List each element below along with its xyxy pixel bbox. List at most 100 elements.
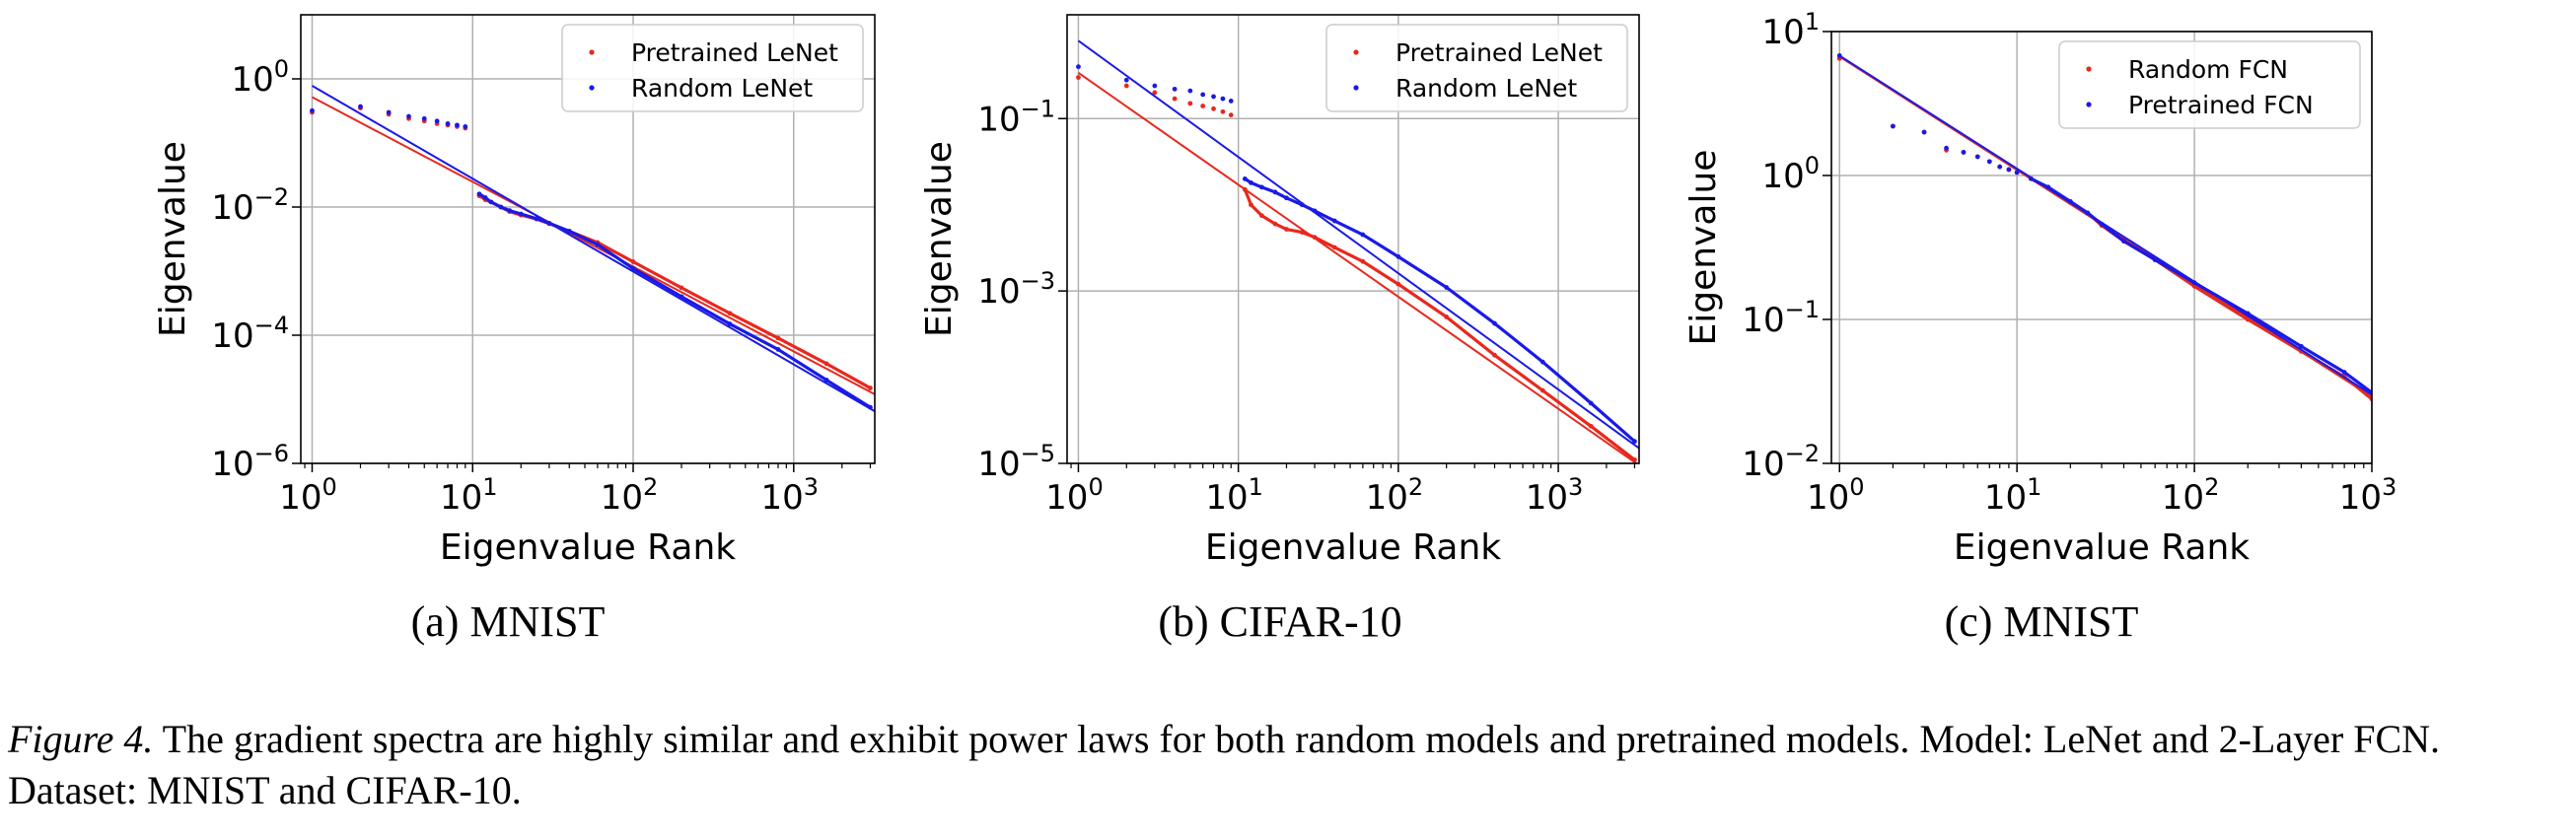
spectrum-curve-segment <box>1284 227 1304 235</box>
x-tick-label: 100 <box>1807 473 1865 518</box>
spectrum-curve-segment <box>1243 187 1253 207</box>
data-point <box>1172 86 1178 92</box>
y-axis-label: Eigenvalue <box>919 141 960 337</box>
spectrum-curve-segment <box>2246 317 2304 353</box>
legend-box <box>561 24 864 112</box>
legend: Random FCN Pretrained FCN <box>2058 40 2361 129</box>
spectrum-curve-segment <box>1445 315 1497 357</box>
y-axis-label: Eigenvalue <box>1683 150 1724 346</box>
data-point <box>1890 123 1896 129</box>
x-tick-label: 102 <box>601 473 659 518</box>
spectrum-curve-segment <box>2342 370 2372 394</box>
data-point <box>1152 83 1158 89</box>
spectrum-curve-segment <box>2246 312 2304 348</box>
x-tick-label: 103 <box>761 473 820 518</box>
spectrum-curve-segment <box>1249 203 1263 218</box>
spectrum-curve-segment <box>1259 214 1277 226</box>
x-tick-label: 102 <box>1366 473 1424 518</box>
power-law-fit-line <box>312 96 875 395</box>
spectrum-curve-segment <box>728 312 780 340</box>
spectrum-curve-segment <box>1273 190 1289 200</box>
chart-panel-3: 100 101 102 103 10−2 10−1 100 101 Eigenvalue Ran… <box>1683 8 2397 646</box>
x-tick-label: 103 <box>2339 473 2397 518</box>
legend-marker <box>589 85 595 91</box>
data-point <box>310 107 315 113</box>
legend-marker <box>2086 102 2092 107</box>
legend: Pretrained LeNet Random LeNet <box>561 24 864 112</box>
spectrum-curve-segment <box>1589 401 1637 444</box>
data-point <box>1944 145 1949 151</box>
spectrum-curve-segment <box>1396 254 1449 290</box>
spectrum-curve-segment <box>519 212 538 221</box>
spectrum-curve-segment <box>1249 180 1263 189</box>
x-tick-label: 102 <box>2162 473 2220 518</box>
spectrum-curve-segment <box>1313 209 1336 223</box>
spectrum-curve-segment <box>596 241 635 264</box>
spectrum-curve-segment <box>1396 282 1449 319</box>
x-tick-label: 100 <box>1045 473 1104 518</box>
data-point <box>1076 64 1081 70</box>
data-point <box>1921 129 1927 135</box>
spectrum-curve-segment <box>535 217 551 225</box>
spectrum-curve-segment <box>1492 353 1544 392</box>
data-point <box>1123 83 1129 89</box>
spectrum-curve-segment <box>824 362 873 390</box>
y-axis-label: Eigenvalue <box>153 141 193 337</box>
data-point <box>421 115 427 121</box>
spectrum-curve-segment <box>1300 203 1317 213</box>
y-tick-label: 100 <box>1761 152 1820 196</box>
data-point <box>358 104 363 109</box>
legend-entry: Pretrained FCN <box>2128 91 2314 119</box>
data-point <box>1152 90 1158 96</box>
data-point <box>1076 75 1081 80</box>
spectrum-curve-segment <box>508 209 523 216</box>
data-point <box>1200 104 1206 108</box>
data-point <box>406 113 411 119</box>
spectrum-curve-segment <box>1445 285 1497 325</box>
figure-caption-text: The gradient spectra are highly similar … <box>8 717 2441 812</box>
spectrum-curve-segment <box>547 221 571 234</box>
data-point <box>1220 96 1226 102</box>
data-point <box>1974 154 1980 160</box>
y-tick-label: 10−6 <box>211 440 289 484</box>
subfigure-caption: (a) MNIST <box>411 597 606 646</box>
legend-entry: Random FCN <box>2128 55 2288 84</box>
x-axis-label: Eigenvalue Rank <box>1954 527 2250 568</box>
spectrum-curve-segment <box>567 229 600 246</box>
power-law-fit-line <box>1077 71 1638 463</box>
spectrum-curve-segment <box>1361 259 1400 286</box>
data-point <box>1187 88 1193 94</box>
spectrum-curve-segment <box>1313 236 1336 249</box>
spectrum-curve-segment <box>2029 176 2050 189</box>
spectrum-curve-segment <box>2046 185 2072 203</box>
y-tick-label: 10−5 <box>977 440 1055 484</box>
y-tick-label: 10−4 <box>211 312 289 356</box>
legend-marker <box>1353 49 1359 55</box>
x-tick-label: 101 <box>440 473 498 518</box>
legend-marker <box>1353 85 1359 91</box>
minor-ticks <box>1070 463 1636 468</box>
x-axis-label: Eigenvalue Rank <box>1205 527 1501 568</box>
legend: Pretrained LeNet Random LeNet <box>1325 24 1628 112</box>
minor-ticks <box>304 463 872 468</box>
legend-marker <box>589 49 595 55</box>
legend-box <box>1325 24 1628 112</box>
plot-area <box>1076 39 1639 463</box>
spectrum-curve-segment <box>2121 239 2157 262</box>
y-tick-label: 101 <box>1761 8 1820 52</box>
data-point <box>386 109 392 115</box>
spectrum-curve-segment <box>1300 230 1317 240</box>
spectrum-curve-segment <box>1492 321 1544 364</box>
spectrum-curve-segment <box>1284 196 1304 207</box>
axes-frame <box>300 14 876 464</box>
data-point <box>434 118 440 124</box>
spectrum-curve-segment <box>631 266 683 299</box>
data-point <box>1123 77 1129 83</box>
spectrum-curve-segment <box>2086 211 2104 226</box>
spectrum-curve-segment <box>1259 185 1277 194</box>
data-point <box>1211 105 1216 111</box>
data-point <box>2006 167 2012 173</box>
data-point <box>1228 99 1234 104</box>
legend-box <box>2058 40 2361 129</box>
y-tick-label: 100 <box>231 55 289 100</box>
